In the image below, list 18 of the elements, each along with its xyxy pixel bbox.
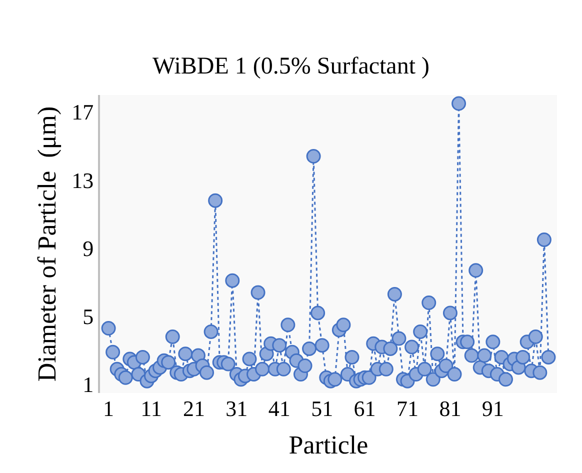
x-tick-label: 91 bbox=[482, 396, 504, 421]
x-axis-title: Particle bbox=[288, 430, 368, 460]
x-tick-label: 61 bbox=[354, 396, 376, 421]
x-tick-label: 81 bbox=[439, 396, 462, 421]
x-tick-label: 41 bbox=[268, 396, 290, 421]
x-tick-label: 51 bbox=[311, 396, 334, 421]
y-tick-label: 5 bbox=[82, 304, 94, 330]
y-tick-label: 1 bbox=[82, 372, 94, 398]
y-tick-label: 17 bbox=[72, 100, 94, 125]
x-tick-label: 11 bbox=[140, 396, 162, 421]
x-tick-label: 21 bbox=[182, 396, 205, 421]
chart-title: WiBDE 1 (0.5% Surfactant ) bbox=[152, 54, 430, 80]
x-tick-label: 31 bbox=[226, 396, 248, 421]
y-axis-title: Diameter of Particle (μm) bbox=[32, 106, 62, 382]
y-tick-label: 13 bbox=[72, 168, 94, 193]
y-tick-label: 9 bbox=[82, 236, 94, 261]
x-tick-label: 1 bbox=[103, 396, 114, 421]
x-tick-label: 71 bbox=[396, 396, 419, 421]
